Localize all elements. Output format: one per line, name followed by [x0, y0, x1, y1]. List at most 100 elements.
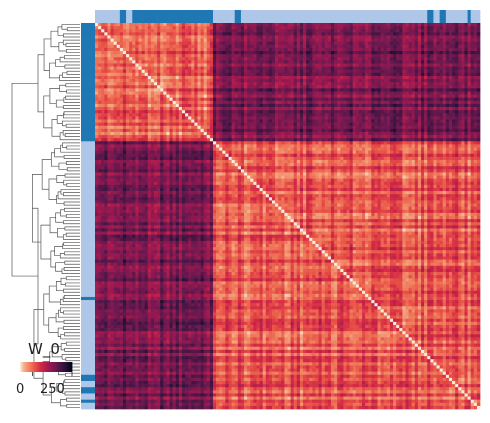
heatmap-cell [166, 41, 170, 46]
heatmap-cell [95, 63, 99, 67]
heatmap-cell [200, 47, 205, 52]
heatmap-cell [110, 51, 114, 55]
heatmap-cell [402, 135, 406, 139]
heatmap-cell [160, 113, 164, 117]
heatmap-cell [237, 131, 242, 136]
heatmap-cell [256, 63, 260, 67]
heatmap-cell [231, 51, 236, 55]
heatmap-cell [424, 63, 428, 67]
heatmap-cell [455, 91, 459, 95]
heatmap-cell [330, 29, 335, 33]
heatmap-cell [237, 72, 242, 77]
heatmap-cell [355, 88, 360, 92]
column-cluster-cell [113, 10, 118, 23]
heatmap-cell [377, 57, 381, 61]
heatmap-cell [383, 63, 388, 67]
heatmap-cell [126, 107, 130, 111]
heatmap-cell [414, 128, 419, 133]
heatmap-cell [464, 82, 468, 86]
heatmap-cell [321, 72, 326, 77]
dendrogram-link [62, 142, 80, 148]
column-cluster-cell [408, 10, 413, 23]
heatmap-cell [101, 94, 105, 99]
heatmap-cell [271, 85, 276, 89]
column-cluster-cell [216, 10, 220, 23]
heatmap-cell [153, 107, 158, 111]
heatmap-cell [144, 122, 149, 127]
heatmap-cell [194, 107, 198, 111]
heatmap-cell [203, 91, 208, 95]
heatmap-cell [247, 29, 251, 33]
heatmap-cell [253, 79, 257, 83]
heatmap-cell [411, 103, 416, 108]
heatmap-cell [402, 29, 406, 33]
heatmap-cell [101, 107, 105, 111]
heatmap-cell [405, 35, 409, 39]
heatmap-cell [160, 97, 164, 102]
heatmap-cell [231, 85, 236, 89]
row-cluster-cell [81, 94, 95, 99]
heatmap-cell [433, 47, 437, 52]
column-cluster-cell [95, 10, 99, 23]
heatmap-cell [110, 54, 114, 58]
heatmap-cell [290, 63, 295, 67]
heatmap-cell [352, 57, 357, 61]
heatmap-cell [393, 23, 397, 27]
heatmap-cell [271, 32, 276, 36]
heatmap-cell [442, 107, 447, 111]
heatmap-cell [461, 103, 465, 108]
heatmap-cell [107, 57, 111, 61]
heatmap-cell [321, 60, 326, 64]
heatmap-cell [262, 91, 267, 95]
heatmap-cell [290, 79, 295, 83]
heatmap-cell [448, 116, 453, 120]
heatmap-cell [163, 85, 167, 89]
heatmap-cell [365, 94, 369, 99]
heatmap-cell [461, 60, 465, 64]
heatmap-cell [122, 116, 127, 120]
heatmap-cell [216, 57, 220, 61]
heatmap-cell [452, 97, 456, 102]
heatmap-cell [126, 60, 130, 64]
heatmap-cell [231, 103, 236, 108]
heatmap-cell [424, 82, 428, 86]
heatmap-cell [306, 113, 310, 117]
heatmap-cell [473, 128, 478, 133]
heatmap-cell [237, 125, 242, 130]
heatmap-cell [467, 35, 472, 39]
heatmap-cell [405, 26, 409, 30]
heatmap-cell [405, 54, 409, 58]
heatmap-cell [101, 113, 105, 117]
heatmap-cell [240, 69, 245, 74]
heatmap-cell [185, 100, 189, 105]
heatmap-cell [191, 94, 195, 99]
heatmap-cell [327, 125, 332, 130]
heatmap-cell [209, 135, 214, 139]
heatmap-cell [287, 41, 291, 46]
heatmap-cell [197, 79, 201, 83]
heatmap-cell [166, 35, 170, 39]
heatmap-cell [306, 75, 310, 80]
heatmap-cell [448, 79, 453, 83]
heatmap-cell [116, 94, 121, 99]
heatmap-cell [197, 103, 201, 108]
heatmap-cell [411, 51, 416, 55]
dendrogram-link [51, 119, 61, 137]
heatmap-cell [160, 35, 164, 39]
heatmap-cell [132, 97, 136, 102]
heatmap-cell [417, 100, 422, 105]
heatmap-cell [268, 88, 273, 92]
heatmap-cell [439, 128, 444, 133]
heatmap-cell [458, 88, 462, 92]
heatmap-cell [231, 79, 236, 83]
heatmap-cell [327, 119, 332, 123]
heatmap-cell [163, 41, 167, 46]
heatmap-cell [209, 122, 214, 127]
dendrogram-link [64, 260, 80, 265]
heatmap-cell [231, 32, 236, 36]
heatmap-cell [421, 103, 425, 108]
heatmap-cell [343, 75, 347, 80]
heatmap-cell [411, 75, 416, 80]
heatmap-cell [200, 94, 205, 99]
heatmap-cell [113, 103, 118, 108]
